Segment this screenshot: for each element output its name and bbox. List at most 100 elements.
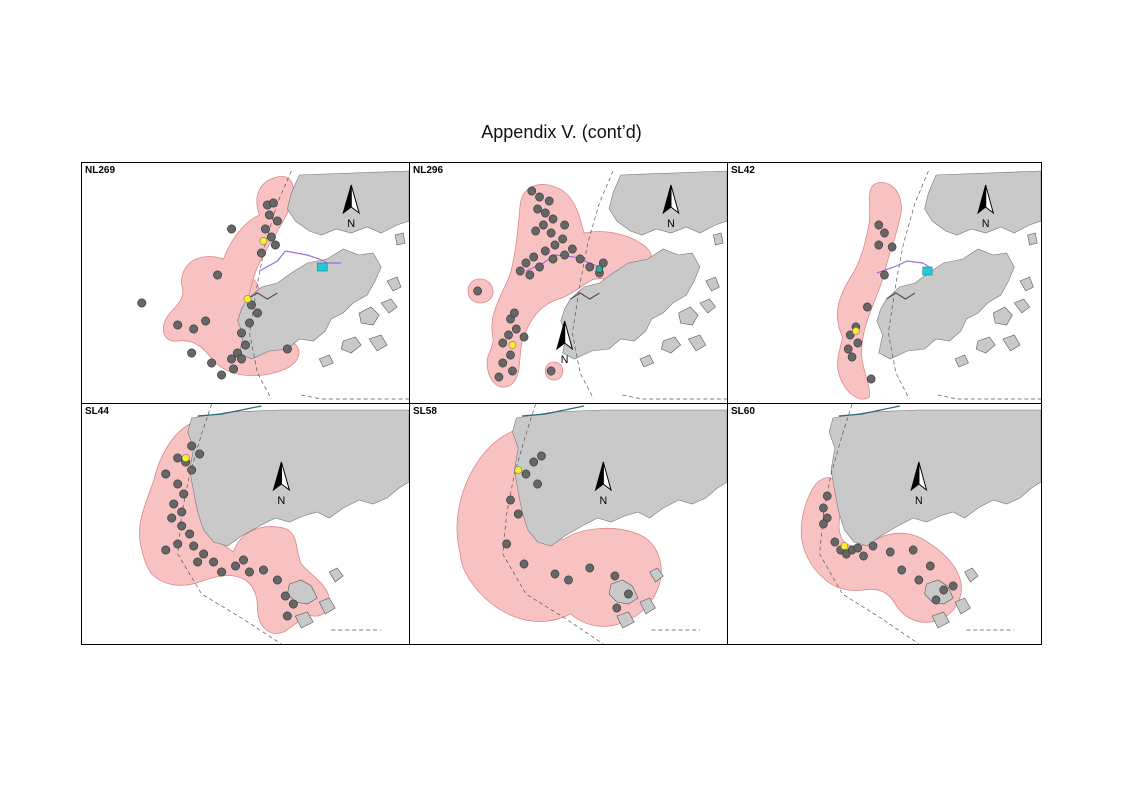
location-point — [880, 270, 889, 280]
location-point — [207, 358, 217, 368]
location-point — [237, 328, 246, 338]
location-point — [521, 469, 531, 479]
location-point — [161, 545, 171, 555]
location-point — [229, 364, 239, 374]
location-point — [624, 589, 633, 599]
north-arrow-icon: N — [272, 461, 291, 507]
location-point — [187, 465, 197, 475]
location-point — [612, 603, 622, 613]
track-line — [838, 405, 900, 417]
islet — [705, 276, 720, 292]
islet — [340, 336, 362, 354]
location-point — [525, 270, 535, 280]
location-point — [830, 537, 840, 547]
capture-point — [514, 466, 523, 474]
location-point — [546, 366, 556, 376]
track-line — [937, 394, 1041, 400]
location-point — [564, 575, 573, 585]
location-point — [539, 220, 548, 230]
map-panel-sl44: N SL44 — [82, 404, 410, 644]
location-point — [939, 585, 948, 595]
location-point — [887, 242, 897, 252]
location-point — [137, 298, 147, 308]
track-line — [622, 394, 727, 400]
location-point — [264, 210, 274, 220]
map-canvas: N — [139, 404, 409, 644]
islet — [964, 567, 979, 583]
location-point — [199, 549, 209, 559]
track-line — [177, 404, 282, 644]
location-point — [598, 258, 608, 268]
islet — [328, 567, 344, 583]
track-line — [247, 292, 278, 300]
island-coast — [876, 248, 1015, 360]
location-point — [926, 561, 935, 571]
location-point — [272, 216, 282, 226]
location-point — [189, 541, 199, 551]
location-point — [252, 308, 262, 318]
location-point — [195, 449, 205, 459]
location-point — [201, 316, 211, 326]
location-point — [868, 541, 878, 551]
track-line — [570, 292, 600, 300]
location-point — [169, 499, 179, 509]
release-point — [595, 265, 604, 273]
location-point — [585, 262, 595, 272]
north-arrow-icon: N — [662, 184, 680, 230]
location-point — [819, 503, 828, 513]
location-point — [510, 308, 519, 318]
north-arrow-icon: N — [556, 320, 574, 366]
islet — [318, 597, 336, 615]
islet — [924, 579, 954, 605]
location-point — [546, 228, 556, 238]
location-point — [560, 220, 569, 230]
location-point — [498, 358, 508, 368]
location-point — [177, 507, 187, 517]
islet — [687, 334, 707, 352]
location-point — [885, 547, 895, 557]
location-point — [948, 581, 958, 591]
location-point — [270, 240, 280, 250]
location-point — [548, 254, 558, 264]
location-point — [217, 370, 227, 380]
location-point — [880, 228, 889, 238]
north-arrow-icon: N — [977, 184, 995, 230]
islet — [660, 336, 682, 354]
north-label: N — [982, 218, 990, 230]
location-point — [189, 324, 199, 334]
track-line — [522, 405, 585, 417]
location-point — [535, 262, 544, 272]
location-point — [187, 441, 197, 451]
location-point — [540, 208, 550, 218]
location-point — [863, 302, 872, 312]
location-point — [173, 479, 183, 489]
location-point — [239, 555, 248, 565]
reclamation-area — [922, 266, 933, 276]
location-point — [529, 252, 539, 262]
location-point — [859, 551, 868, 561]
location-point — [519, 559, 529, 569]
location-point — [533, 204, 542, 214]
map-canvas: N — [137, 170, 409, 400]
location-point — [246, 300, 256, 310]
location-point — [504, 330, 513, 340]
location-point — [610, 571, 620, 581]
location-point — [256, 248, 266, 258]
islet — [1002, 334, 1021, 352]
islet — [318, 354, 334, 368]
islet — [358, 306, 380, 326]
track-line — [502, 404, 604, 644]
location-point — [282, 611, 292, 621]
island-coast — [560, 248, 701, 360]
location-point — [227, 354, 237, 364]
north-arrow-icon: N — [594, 461, 612, 507]
location-point — [173, 539, 183, 549]
panel-label: SL42 — [731, 165, 755, 176]
panel-label: SL58 — [413, 406, 437, 417]
location-point — [288, 599, 298, 609]
location-point — [568, 244, 577, 254]
islet — [294, 611, 314, 629]
track-line — [301, 394, 409, 400]
location-point — [260, 224, 270, 234]
